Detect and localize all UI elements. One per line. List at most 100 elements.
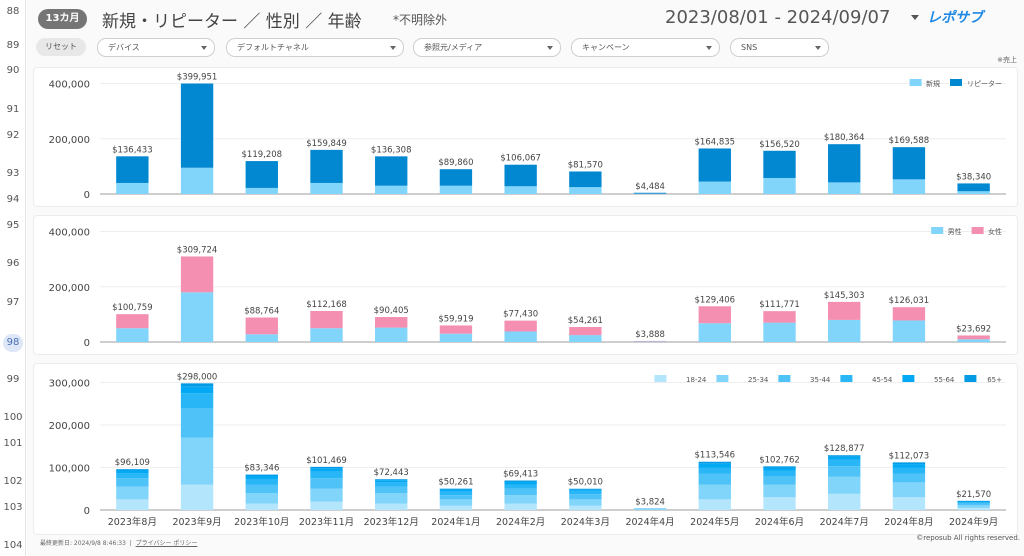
line-number: 93 [6, 168, 20, 179]
bar-segment [310, 311, 343, 329]
data-label: $69,413 [503, 469, 538, 479]
bar-segment [504, 186, 537, 194]
bar-segment [504, 481, 537, 485]
bar-segment [375, 493, 408, 504]
bar-segment [892, 179, 926, 194]
legend-label: 45-54 [872, 376, 893, 384]
chevron-down-icon [201, 46, 207, 50]
new-repeat-chart: 0 200,000 400,000 $136,433 $399,951 $119,208 $… [49, 73, 1006, 201]
bar-segment [310, 471, 343, 479]
legend-swatch [971, 227, 984, 234]
chevron-down-icon [815, 46, 821, 50]
bar-segment [828, 144, 861, 183]
bar-segment [245, 503, 278, 510]
dropdown-label: キャンペーン [582, 43, 630, 52]
bar-segment [892, 307, 926, 321]
bar-segment [698, 306, 731, 324]
sales-note: ※売上 [997, 56, 1017, 64]
bar-segment [504, 164, 537, 187]
dropdown-label: SNS [741, 43, 758, 52]
x-tick-label: 2024年7月 [820, 516, 869, 528]
dropdown-label: 参照元/メディア [424, 43, 483, 52]
sns-filter[interactable]: SNS [730, 38, 829, 57]
chart-panel-gender: 0 200,000 400,000 $100,759 $309,724 $88,764 $1… [33, 215, 1018, 355]
bar-segment [439, 505, 473, 510]
data-label: $136,433 [112, 145, 153, 155]
bar-segment [504, 495, 537, 504]
privacy-policy-link[interactable]: プライバシー ポリシー [135, 540, 198, 547]
legend-label: 新規 [926, 79, 940, 88]
bar-segment [375, 486, 408, 493]
bar-segment [892, 464, 926, 468]
x-tick-label: 2024年5月 [690, 516, 739, 528]
bar-segment [310, 501, 343, 510]
data-label: $100,759 [112, 303, 153, 313]
bar-segment [892, 497, 926, 510]
source-medium-filter[interactable]: 参照元/メディア [413, 38, 561, 57]
bar-segment [439, 169, 473, 186]
legend-swatch [654, 375, 667, 382]
chevron-down-icon [706, 46, 712, 50]
copyright: ©reposub All rights reserved. [916, 534, 1020, 542]
data-label: $21,570 [956, 490, 991, 500]
bar-segment [698, 473, 731, 485]
reset-button[interactable]: リセット [36, 38, 86, 56]
bar-segment [957, 335, 990, 340]
bar-segment [569, 171, 602, 188]
bar-segment [116, 478, 149, 487]
bar-segment [375, 503, 408, 510]
bar-segment [763, 311, 796, 323]
campaign-filter[interactable]: キャンペーン [571, 38, 720, 57]
x-tick-label: 2024年9月 [949, 516, 998, 528]
data-label: $113,546 [695, 451, 736, 461]
y-tick-label: 200,000 [49, 135, 90, 146]
bar-segment [828, 455, 861, 457]
data-label: $119,208 [242, 150, 283, 160]
data-label: $129,406 [695, 295, 736, 305]
bar-segment [633, 341, 667, 342]
date-range-picker[interactable]: 2023/08/01 - 2024/09/07 [665, 7, 891, 28]
legend-label: 18-24 [686, 376, 707, 384]
period-badge[interactable]: 13カ月 [38, 9, 87, 29]
bar-segment [828, 301, 861, 320]
bar-segment [569, 494, 602, 500]
line-number: 88 [6, 6, 20, 17]
bar-segment [439, 491, 473, 496]
x-tick-label: 2023年12月 [364, 516, 419, 528]
chevron-down-icon[interactable] [911, 15, 919, 20]
bar-segment [439, 333, 473, 342]
bar-segment [828, 182, 861, 194]
data-label: $3,824 [635, 497, 665, 507]
line-number-gutter: 88 89 90 91 92 93 94 95 96 97 98 99 100 101 102 103 104 [0, 0, 26, 556]
bar-segment [633, 509, 667, 510]
bar-segment [310, 478, 343, 489]
bar-segment [569, 335, 602, 342]
data-label: $309,724 [177, 245, 218, 255]
bar-segment [828, 493, 861, 510]
bar-segment [828, 466, 861, 477]
x-tick-label: 2023年8月 [108, 516, 157, 528]
x-tick-label: 2024年1月 [431, 516, 480, 528]
data-label: $145,303 [824, 291, 865, 301]
legend-swatch [950, 79, 962, 86]
dropdown-label: デバイス [108, 43, 140, 52]
bar-segment [116, 486, 149, 500]
bar-segment [245, 476, 278, 479]
bar-segment [310, 466, 343, 469]
bar-segment [569, 187, 602, 194]
bar-segment [245, 317, 278, 335]
bar-segment [439, 495, 473, 500]
data-label: $112,073 [889, 451, 930, 461]
bar-segment [633, 192, 667, 194]
bar-segment [180, 383, 214, 387]
device-filter[interactable]: デバイス [97, 38, 215, 57]
bar-segment [180, 393, 214, 408]
legend-swatch [964, 375, 977, 382]
bar-segment [116, 473, 149, 479]
data-label: $90,405 [374, 306, 409, 316]
bar-segment [116, 470, 149, 474]
channel-filter[interactable]: デフォルトチャネル [226, 38, 404, 57]
bar-segment [180, 167, 214, 194]
chevron-down-icon [547, 46, 553, 50]
last-updated: 最終更新日: 2024/9/8 8:46:33 [40, 540, 126, 547]
